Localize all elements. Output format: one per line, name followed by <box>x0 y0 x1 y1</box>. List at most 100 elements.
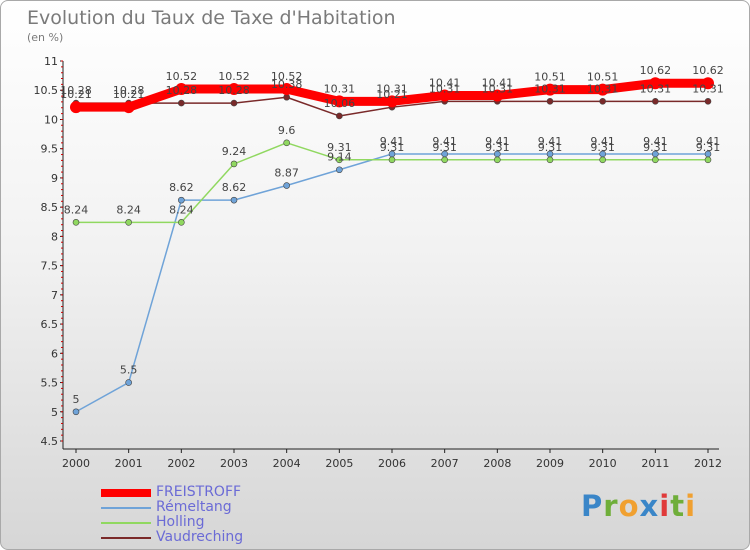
y-tick-label: 9 <box>51 172 58 185</box>
y-tick-label: 6.5 <box>41 318 59 331</box>
data-point-remeltang <box>178 196 185 204</box>
data-label-remeltang: 9.41 <box>696 135 721 148</box>
data-label-remeltang: 9.14 <box>327 151 352 164</box>
data-label-remeltang: 8.87 <box>274 167 299 180</box>
data-label-freistroff: 10.52 <box>271 70 303 83</box>
y-tick-label: 6 <box>51 347 58 360</box>
data-point-vaudreching <box>283 93 290 101</box>
data-label-vaudreching: 10.38 <box>271 78 303 91</box>
data-label-holling: 9.31 <box>327 141 352 154</box>
legend-swatch-remeltang <box>101 507 151 509</box>
data-label-remeltang: 5.5 <box>120 364 138 377</box>
x-tick-label: 2010 <box>589 457 617 470</box>
data-point-holling <box>546 156 554 164</box>
data-label-remeltang: 5 <box>73 393 80 406</box>
data-label-holling: 9.31 <box>432 141 457 154</box>
data-point-remeltang <box>283 182 290 189</box>
legend-item-holling: Holling <box>101 515 301 530</box>
data-point-vaudreching <box>652 98 659 105</box>
data-point-freistroff <box>280 83 293 96</box>
data-label-remeltang: 8.62 <box>169 181 194 194</box>
data-point-vaudreching <box>546 98 554 105</box>
data-point-vaudreching <box>178 99 185 107</box>
x-tick-label: 2012 <box>694 457 722 470</box>
data-point-remeltang <box>336 166 343 174</box>
data-label-remeltang: 9.41 <box>538 135 563 148</box>
data-label-vaudreching: 10.31 <box>534 82 566 95</box>
legend-item-remeltang: Rémeltang <box>101 500 301 515</box>
data-label-freistroff: 10.21 <box>113 88 145 101</box>
data-label-freistroff: 10.31 <box>324 82 356 95</box>
data-label-vaudreching: 10.31 <box>587 82 619 95</box>
legend-item-freistroff: FREISTROFF <box>101 485 301 500</box>
y-tick-label: 4.5 <box>41 435 59 448</box>
data-label-vaudreching: 10.31 <box>482 82 514 95</box>
x-tick-label: 2009 <box>536 457 564 470</box>
data-point-holling <box>283 139 290 147</box>
data-label-freistroff: 10.41 <box>482 76 514 89</box>
y-tick-label: 8.5 <box>41 201 59 214</box>
data-point-freistroff <box>70 101 82 114</box>
legend-swatch-vaudreching <box>101 537 151 539</box>
data-label-holling: 8.24 <box>116 203 141 216</box>
data-point-holling <box>336 156 343 164</box>
data-point-remeltang <box>72 408 80 416</box>
data-label-vaudreching: 10.31 <box>692 82 724 95</box>
x-tick-label: 2007 <box>431 457 459 470</box>
data-point-freistroff <box>386 95 398 108</box>
data-label-holling: 8.24 <box>64 203 89 216</box>
data-label-vaudreching: 10.28 <box>218 84 250 97</box>
data-label-vaudreching: 10.06 <box>324 97 356 110</box>
y-tick-label: 11 <box>44 55 58 68</box>
x-tick-label: 2004 <box>273 457 301 470</box>
y-tick-label: 7 <box>51 289 58 302</box>
data-label-freistroff: 10.31 <box>376 82 408 95</box>
data-point-freistroff <box>491 89 504 102</box>
data-label-freistroff: 10.62 <box>692 64 724 77</box>
y-tick-label: 5 <box>51 406 58 419</box>
data-point-remeltang <box>230 196 238 204</box>
data-label-freistroff: 10.52 <box>166 70 198 83</box>
data-point-freistroff <box>438 89 451 102</box>
data-point-vaudreching <box>336 112 343 120</box>
data-label-holling: 9.31 <box>696 141 721 154</box>
y-tick-label: 9.5 <box>41 143 59 156</box>
data-label-holling: 9.31 <box>538 141 563 154</box>
data-label-remeltang: 9.41 <box>432 135 457 148</box>
data-point-freistroff <box>702 77 714 90</box>
data-point-remeltang <box>125 379 132 386</box>
chart-title: Evolution du Taux de Taxe d'Habitation <box>27 7 396 29</box>
data-point-holling <box>652 156 659 164</box>
data-point-freistroff <box>596 83 609 96</box>
data-point-freistroff <box>333 95 346 108</box>
data-label-vaudreching: 10.21 <box>376 88 408 101</box>
data-point-holling <box>230 160 238 168</box>
y-tick-label: 7.5 <box>41 260 59 273</box>
y-tick-label: 8 <box>51 230 58 243</box>
data-point-vaudreching <box>230 99 238 107</box>
chart-subtitle: (en %) <box>27 31 64 44</box>
legend-label-freistroff: FREISTROFF <box>156 484 242 500</box>
data-label-vaudreching: 10.31 <box>640 82 672 95</box>
data-label-vaudreching: 10.28 <box>113 84 145 97</box>
data-point-holling <box>494 156 501 164</box>
data-label-remeltang: 9.41 <box>380 135 405 148</box>
data-point-holling <box>704 156 712 164</box>
data-label-remeltang: 9.41 <box>643 135 668 148</box>
data-label-freistroff: 10.52 <box>218 70 250 83</box>
data-label-holling: 9.31 <box>485 141 510 154</box>
data-label-remeltang: 9.41 <box>590 135 615 148</box>
data-point-holling <box>72 219 80 226</box>
y-tick-label: 10 <box>44 113 58 126</box>
legend-label-remeltang: Rémeltang <box>156 499 232 515</box>
x-tick-label: 2002 <box>167 457 195 470</box>
data-label-holling: 9.6 <box>278 124 296 137</box>
data-point-freistroff <box>544 83 556 96</box>
data-point-freistroff <box>228 83 240 96</box>
data-point-holling <box>125 219 132 226</box>
legend: FREISTROFF Rémeltang Holling Vaudreching <box>101 485 301 545</box>
y-tick-label: 5.5 <box>41 377 59 390</box>
x-tick-label: 2006 <box>378 457 406 470</box>
data-point-holling <box>178 219 185 226</box>
